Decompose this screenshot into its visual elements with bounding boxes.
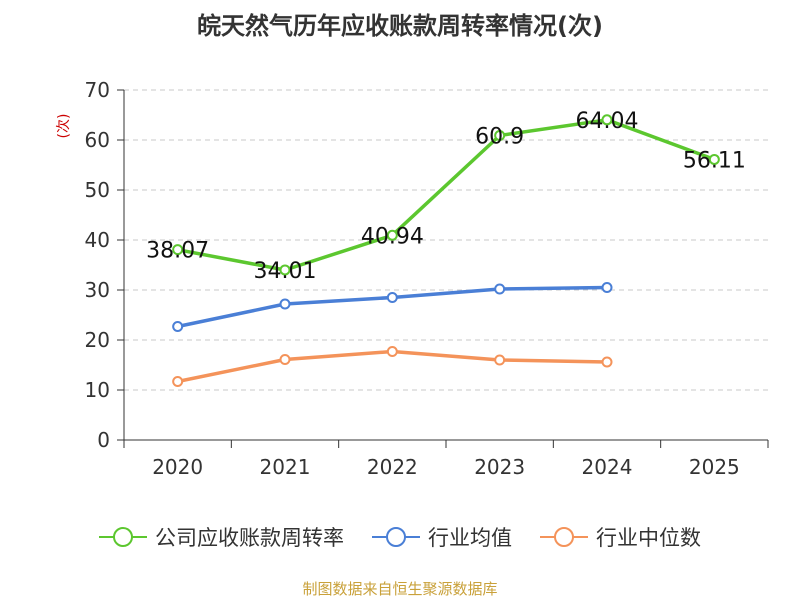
y-tick-label: 10 [85, 378, 110, 402]
legend-label-company: 公司应收账款周转率 [155, 526, 344, 550]
data-point [172, 321, 184, 332]
legend-marker-industry-mean [372, 527, 420, 547]
data-point [601, 356, 613, 368]
legend-marker-company [99, 527, 147, 547]
x-tick-label: 2025 [689, 455, 740, 479]
legend-item-industry-mean[interactable]: 行业均值 [372, 522, 512, 552]
source-note: 制图数据来自恒生聚源数据库 [302, 580, 498, 598]
data-point [386, 292, 398, 303]
y-tick-label: 20 [85, 328, 110, 352]
data-label: 38.07 [146, 239, 209, 264]
data-label: 64.04 [576, 109, 639, 134]
y-tick-label: 30 [85, 278, 110, 302]
data-point [601, 282, 613, 293]
chart-title: 皖天然气历年应收账款周转率情况(次) [197, 12, 603, 40]
data-point [279, 354, 291, 365]
y-tick-label: 50 [85, 178, 110, 202]
legend-item-company[interactable]: 公司应收账款周转率 [99, 522, 344, 552]
y-tick-label: 70 [85, 78, 110, 102]
legend-label-industry-median: 行业中位数 [596, 526, 701, 550]
data-point [494, 283, 506, 295]
legend-marker-industry-median [540, 527, 588, 547]
series-line-0 [177, 118, 715, 272]
data-label: 60.9 [475, 125, 524, 150]
data-point [494, 130, 506, 141]
data-point [494, 354, 506, 366]
legend: 公司应收账款周转率 行业均值 行业中位数 [0, 522, 800, 552]
data-label: 40.94 [361, 224, 424, 249]
legend-item-industry-median[interactable]: 行业中位数 [540, 522, 701, 552]
y-tick-label: 0 [97, 428, 110, 452]
x-tick-label: 2023 [474, 455, 525, 479]
data-point [172, 244, 184, 256]
y-axis-label: (次) [56, 114, 72, 139]
x-tick-label: 2022 [367, 455, 418, 479]
data-label: 34.01 [254, 259, 317, 284]
x-tick-label: 2024 [582, 455, 633, 479]
legend-label-industry-mean: 行业均值 [428, 526, 512, 550]
data-point [386, 229, 398, 241]
data-point [279, 298, 291, 310]
y-tick-label: 40 [85, 228, 110, 252]
data-point [601, 114, 613, 126]
data-point [279, 264, 291, 276]
data-point [172, 376, 184, 387]
data-label: 56.11 [683, 148, 746, 173]
data-point [386, 346, 398, 357]
x-tick-label: 2021 [260, 455, 311, 479]
y-tick-label: 60 [85, 128, 110, 152]
x-tick-label: 2020 [152, 455, 203, 479]
data-point [708, 153, 720, 165]
